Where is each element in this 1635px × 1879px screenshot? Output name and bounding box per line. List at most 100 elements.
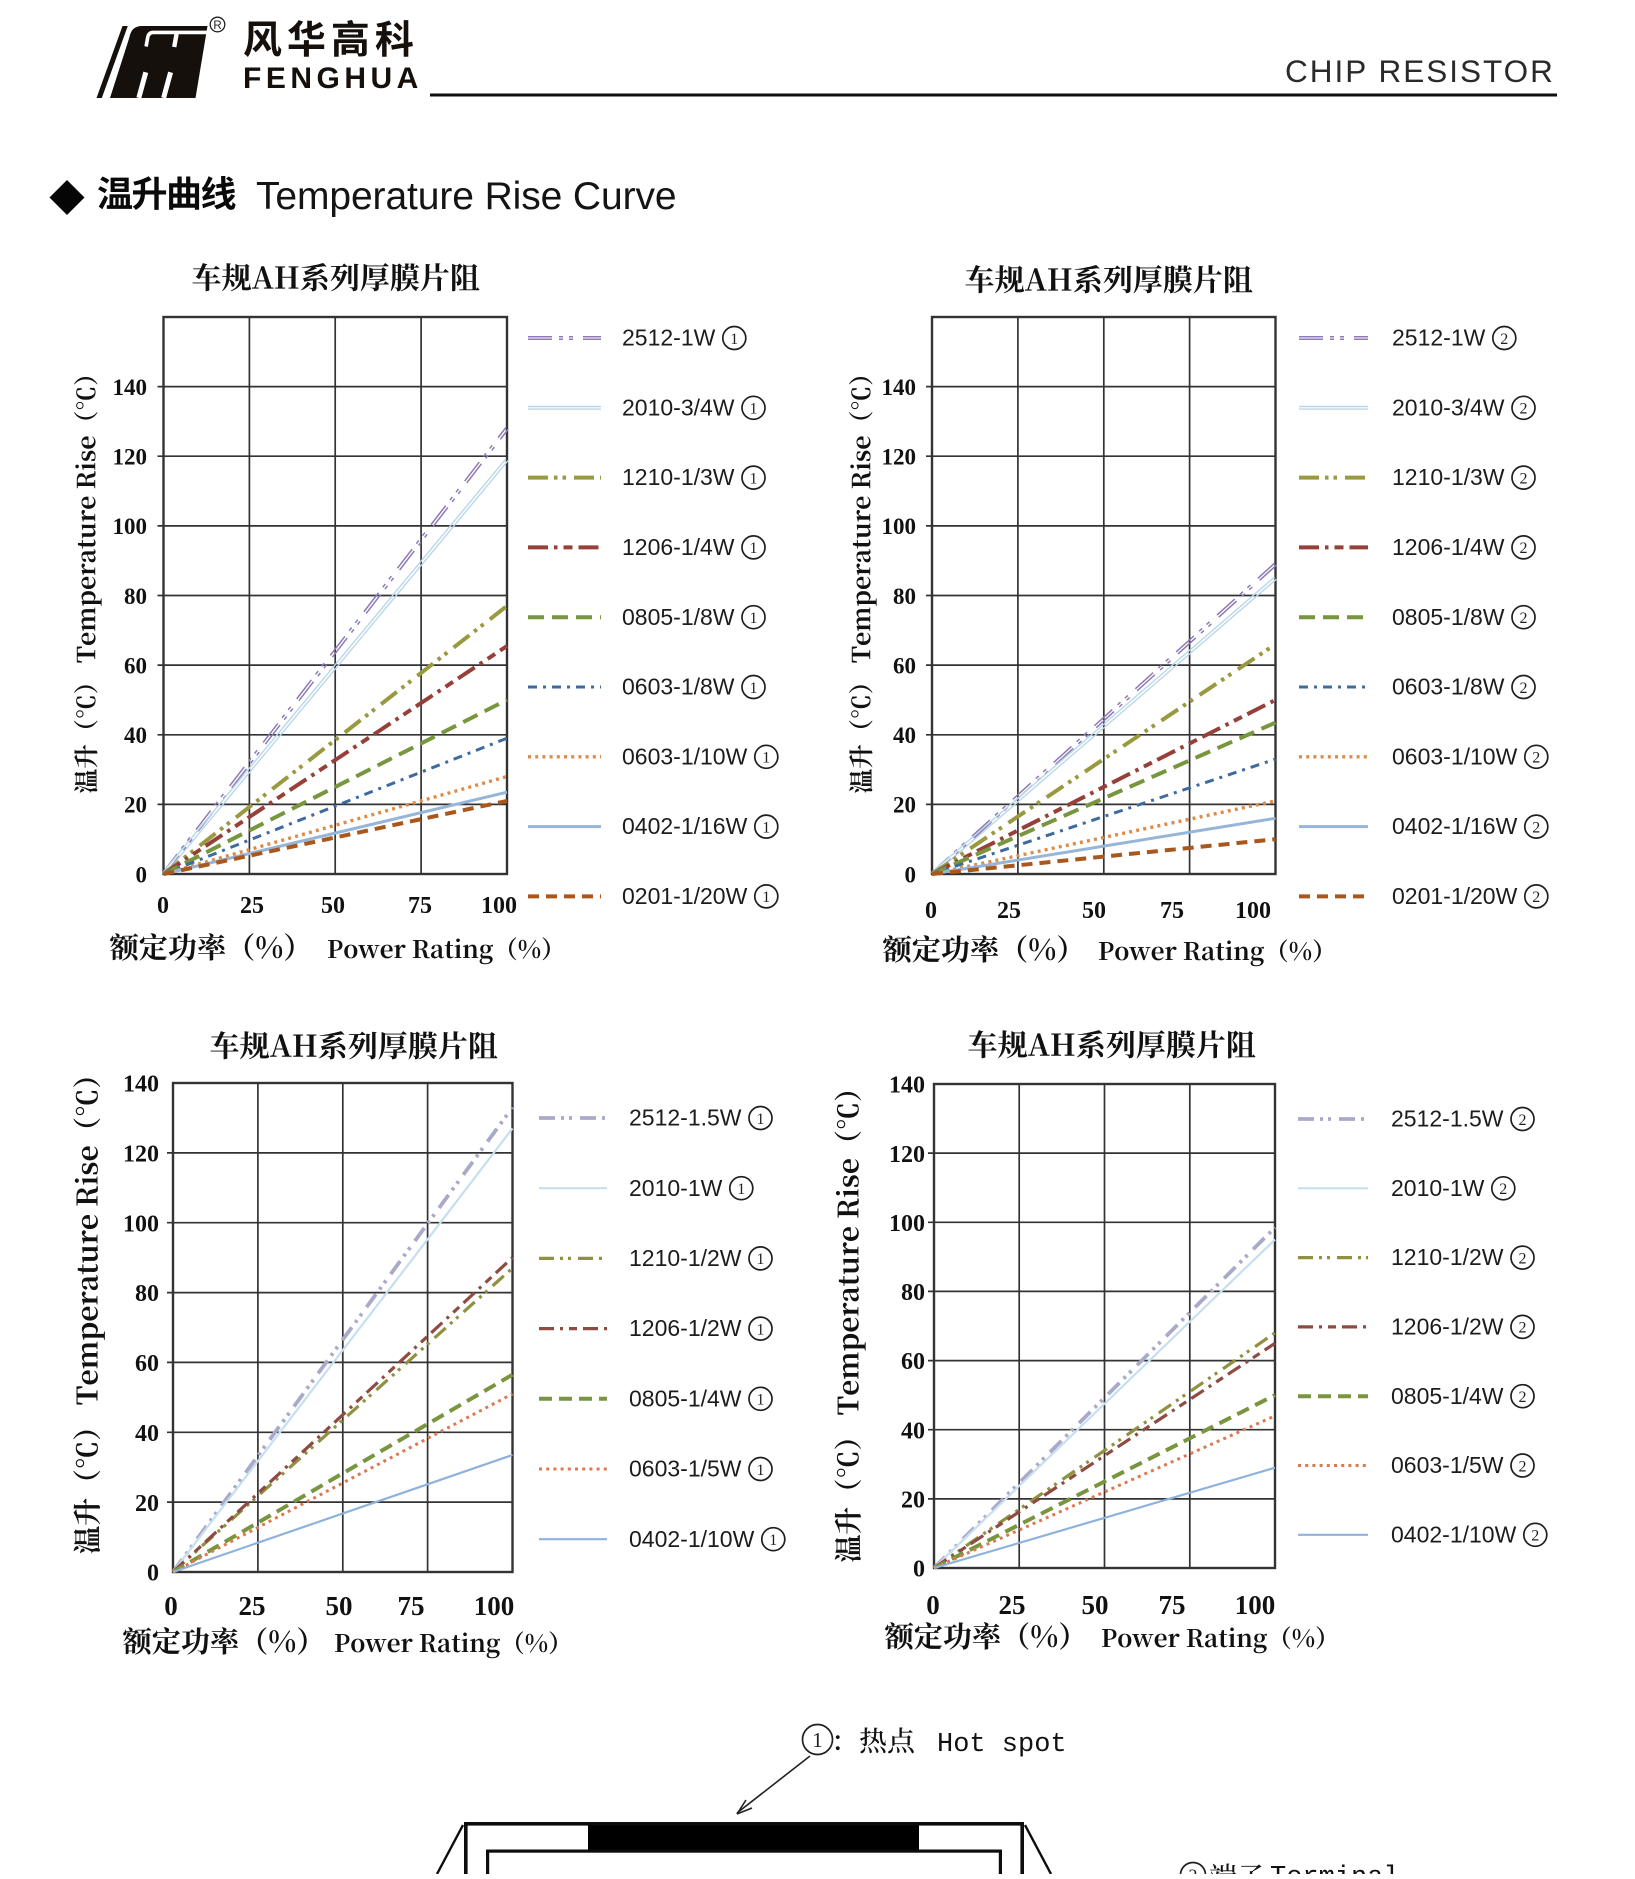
svg-text:0805-1/4W: 0805-1/4W [1391, 1383, 1504, 1409]
svg-text:80: 80 [893, 584, 916, 609]
svg-text:75: 75 [398, 1591, 425, 1621]
svg-text:1: 1 [750, 540, 758, 557]
svg-text:1210-1/2W: 1210-1/2W [1391, 1244, 1504, 1270]
svg-text:1: 1 [757, 1462, 765, 1479]
svg-text:40: 40 [901, 1418, 925, 1444]
svg-text:0201-1/20W: 0201-1/20W [1392, 883, 1518, 909]
svg-text:Terminal: Terminal [1270, 1863, 1400, 1874]
svg-text:1: 1 [750, 610, 758, 627]
svg-text:0805-1/4W: 0805-1/4W [629, 1385, 742, 1411]
svg-text:140: 140 [889, 1073, 925, 1099]
svg-text:2: 2 [1520, 401, 1528, 418]
svg-text:40: 40 [124, 723, 147, 748]
svg-text:80: 80 [135, 1281, 159, 1307]
svg-text:1: 1 [762, 819, 770, 836]
svg-text:40: 40 [135, 1421, 159, 1447]
svg-text:0603-1/10W: 0603-1/10W [622, 743, 748, 769]
svg-text:1210-1/2W: 1210-1/2W [629, 1245, 742, 1271]
svg-text:1: 1 [762, 889, 770, 906]
svg-text:CHIP RESISTOR: CHIP RESISTOR [1285, 53, 1555, 89]
svg-text:2: 2 [1189, 1866, 1198, 1875]
svg-text:1: 1 [757, 1111, 765, 1128]
svg-text:0603-1/8W: 0603-1/8W [622, 674, 735, 700]
svg-text:0201-1/20W: 0201-1/20W [622, 883, 748, 909]
svg-text:1: 1 [762, 750, 770, 767]
svg-text:2512-1.5W: 2512-1.5W [629, 1105, 742, 1131]
svg-text:50: 50 [1082, 1590, 1109, 1620]
svg-text:0402-1/16W: 0402-1/16W [622, 813, 748, 839]
svg-text:2010-3/4W: 2010-3/4W [1392, 394, 1505, 420]
svg-text:0805-1/8W: 0805-1/8W [622, 604, 735, 630]
svg-text:2: 2 [1520, 610, 1528, 627]
svg-text:25: 25 [239, 1591, 266, 1621]
svg-text:1206-1/4W: 1206-1/4W [622, 534, 735, 560]
svg-text:100: 100 [474, 1591, 515, 1621]
svg-text:120: 120 [889, 1142, 925, 1168]
svg-text:60: 60 [901, 1349, 925, 1375]
svg-text:0603-1/8W: 0603-1/8W [1392, 674, 1505, 700]
svg-text:50: 50 [321, 893, 345, 919]
svg-text:50: 50 [1082, 898, 1106, 924]
svg-text:1: 1 [730, 331, 738, 348]
svg-text:2512-1W: 2512-1W [622, 325, 716, 351]
svg-text:0: 0 [147, 1561, 159, 1587]
svg-text:0402-1/10W: 0402-1/10W [629, 1526, 755, 1552]
svg-text:1: 1 [769, 1532, 777, 1549]
svg-text:FENGHUA: FENGHUA [243, 62, 423, 95]
svg-text:R: R [213, 20, 221, 32]
svg-text:1210-1/3W: 1210-1/3W [622, 464, 735, 490]
svg-text:2010-3/4W: 2010-3/4W [622, 394, 735, 420]
svg-text:0: 0 [164, 1591, 178, 1621]
svg-text:0: 0 [926, 1590, 940, 1620]
svg-text:80: 80 [901, 1280, 925, 1306]
svg-text:120: 120 [113, 445, 148, 470]
svg-text:0603-1/5W: 0603-1/5W [629, 1456, 742, 1482]
svg-text:2: 2 [1519, 1389, 1527, 1406]
svg-text:25: 25 [999, 1590, 1026, 1620]
svg-text:80: 80 [124, 584, 147, 609]
svg-text:0: 0 [913, 1557, 925, 1583]
svg-text:Temperature Rise Curve: Temperature Rise Curve [256, 175, 676, 218]
svg-text:140: 140 [123, 1072, 159, 1098]
svg-text:2: 2 [1499, 1181, 1507, 1198]
svg-text:100: 100 [1235, 898, 1271, 924]
svg-text:120: 120 [882, 445, 917, 470]
svg-text:60: 60 [124, 653, 147, 678]
svg-text:0402-1/10W: 0402-1/10W [1391, 1521, 1517, 1547]
svg-text:20: 20 [893, 793, 916, 818]
svg-text:1210-1/3W: 1210-1/3W [1392, 464, 1505, 490]
svg-text:2: 2 [1500, 331, 1508, 348]
svg-text:Hot spot: Hot spot [937, 1730, 1067, 1760]
svg-text:2: 2 [1519, 1458, 1527, 1475]
svg-text:0805-1/8W: 0805-1/8W [1392, 604, 1505, 630]
svg-text:0402-1/16W: 0402-1/16W [1392, 813, 1518, 839]
svg-text:2: 2 [1519, 1250, 1527, 1267]
svg-text:140: 140 [882, 375, 917, 400]
svg-text:40: 40 [893, 723, 916, 748]
svg-text:1: 1 [737, 1181, 745, 1198]
svg-text:25: 25 [240, 893, 264, 919]
svg-text:75: 75 [408, 893, 432, 919]
svg-text:140: 140 [113, 375, 148, 400]
svg-text:50: 50 [326, 1591, 353, 1621]
svg-text:2: 2 [1520, 680, 1528, 697]
svg-text:1: 1 [757, 1392, 765, 1409]
svg-text:60: 60 [893, 653, 916, 678]
svg-text:100: 100 [123, 1211, 159, 1237]
svg-text:100: 100 [1235, 1590, 1276, 1620]
svg-text:2: 2 [1520, 540, 1528, 557]
svg-text:0603-1/10W: 0603-1/10W [1392, 743, 1518, 769]
svg-text:2: 2 [1519, 1112, 1527, 1129]
svg-text:120: 120 [123, 1142, 159, 1168]
svg-text:0: 0 [136, 862, 148, 887]
svg-text:100: 100 [882, 514, 917, 539]
svg-text:20: 20 [135, 1491, 159, 1517]
svg-text:1: 1 [812, 1728, 823, 1752]
svg-text:2512-1W: 2512-1W [1392, 325, 1486, 351]
svg-text:100: 100 [481, 893, 517, 919]
svg-text:20: 20 [901, 1488, 925, 1514]
svg-text:1206-1/2W: 1206-1/2W [629, 1315, 742, 1341]
svg-text:2: 2 [1520, 470, 1528, 487]
svg-text:100: 100 [889, 1211, 925, 1237]
svg-text:2010-1W: 2010-1W [629, 1175, 723, 1201]
